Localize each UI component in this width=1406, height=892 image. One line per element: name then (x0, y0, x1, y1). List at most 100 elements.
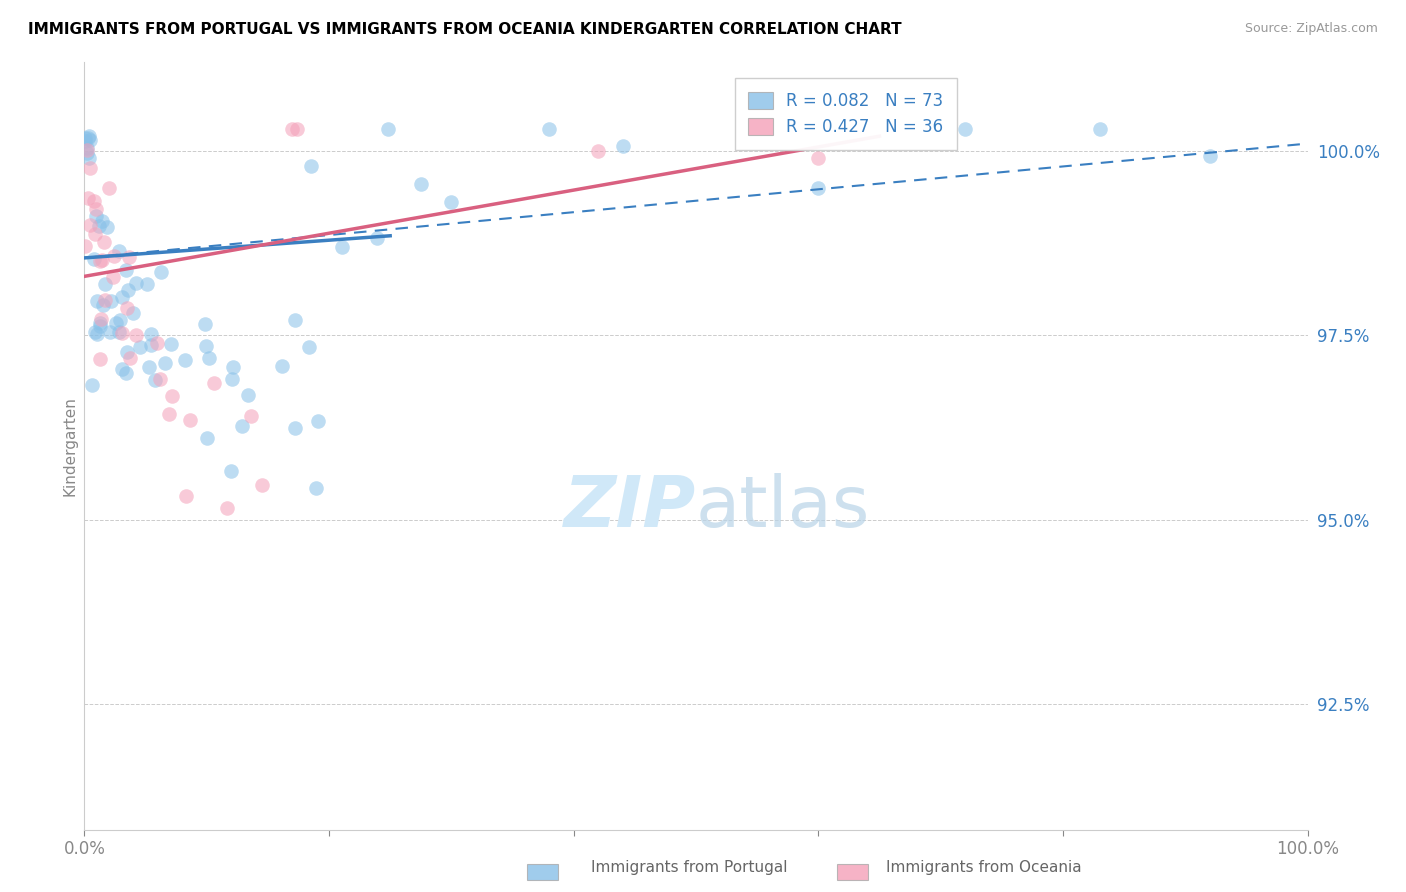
Point (148, 372, 170, 386)
Point (84, 326, 107, 340)
Point (612, 139, 634, 153)
Point (76, 146, 98, 161)
Point (115, 366, 138, 380)
Point (179, 413, 201, 427)
Point (86, 294, 108, 309)
Point (96, 219, 118, 234)
Text: Source: ZipAtlas.com: Source: ZipAtlas.com (1244, 22, 1378, 36)
Point (174, 352, 197, 367)
Legend: R = 0.082   N = 73, R = 0.427   N = 36: R = 0.082 N = 73, R = 0.427 N = 36 (734, 78, 956, 150)
Point (195, 339, 218, 353)
Point (89, 319, 111, 334)
Point (202, 376, 225, 390)
Point (89, 254, 111, 268)
Point (118, 351, 141, 365)
Point (100, 293, 122, 308)
Point (125, 276, 148, 290)
Point (215, 501, 238, 516)
Point (377, 121, 399, 136)
Point (440, 195, 463, 210)
Point (411, 177, 433, 191)
Point (84, 209, 107, 223)
Point (285, 121, 308, 136)
Point (195, 431, 218, 445)
Point (111, 361, 134, 376)
Point (231, 418, 253, 433)
Point (84, 202, 107, 216)
Point (128, 340, 150, 354)
Point (270, 359, 292, 373)
Point (115, 301, 138, 315)
Point (98, 325, 121, 339)
Point (222, 359, 245, 374)
Point (155, 356, 177, 370)
Point (160, 337, 183, 351)
Point (305, 481, 328, 495)
Point (299, 159, 322, 173)
Point (108, 244, 131, 258)
Point (807, 181, 830, 195)
Point (89, 352, 111, 367)
Point (240, 409, 263, 424)
Text: atlas: atlas (696, 473, 870, 541)
Point (90, 312, 112, 326)
Point (150, 265, 173, 279)
Point (91, 252, 114, 267)
Point (250, 477, 273, 491)
Point (97, 181, 120, 195)
Point (76, 143, 98, 157)
Point (108, 313, 131, 327)
Point (86, 326, 108, 341)
Point (79, 218, 101, 232)
Point (135, 277, 157, 292)
Y-axis label: Kindergarten: Kindergarten (62, 396, 77, 496)
Point (73, 134, 96, 148)
Point (83, 194, 105, 208)
Point (284, 313, 307, 327)
Point (115, 263, 138, 277)
Point (94, 277, 117, 292)
Point (141, 327, 163, 342)
Text: Immigrants from Oceania: Immigrants from Oceania (886, 861, 1081, 875)
Point (538, 121, 561, 136)
Point (117, 283, 139, 297)
Point (145, 336, 167, 351)
Text: Immigrants from Portugal: Immigrants from Portugal (591, 861, 787, 875)
Point (79, 161, 101, 175)
Point (807, 151, 830, 165)
Point (94, 293, 117, 308)
Point (73, 130, 96, 145)
Point (118, 250, 141, 264)
Point (91, 298, 114, 312)
Point (83, 252, 105, 266)
Point (125, 328, 148, 343)
Point (1198, 149, 1220, 163)
Point (89, 316, 111, 330)
Point (198, 351, 221, 365)
Point (111, 289, 134, 303)
Point (157, 408, 180, 422)
Point (77, 129, 100, 144)
Point (138, 359, 160, 374)
Point (122, 305, 145, 319)
Point (1088, 121, 1111, 136)
Point (76, 141, 98, 155)
Point (91, 214, 114, 228)
Point (87, 219, 110, 233)
Point (111, 326, 134, 340)
Point (160, 389, 183, 403)
Point (103, 250, 125, 264)
Text: ZIP: ZIP (564, 473, 696, 541)
Point (76, 131, 98, 145)
Text: IMMIGRANTS FROM PORTUGAL VS IMMIGRANTS FROM OCEANIA KINDERGARTEN CORRELATION CHA: IMMIGRANTS FROM PORTUGAL VS IMMIGRANTS F… (28, 22, 901, 37)
Point (84, 227, 107, 241)
Point (298, 340, 321, 354)
Point (174, 489, 197, 503)
Point (281, 121, 304, 136)
Point (953, 121, 976, 136)
Point (307, 414, 329, 428)
Point (77, 151, 100, 165)
Point (105, 316, 128, 330)
Point (284, 420, 307, 434)
Point (194, 317, 217, 331)
